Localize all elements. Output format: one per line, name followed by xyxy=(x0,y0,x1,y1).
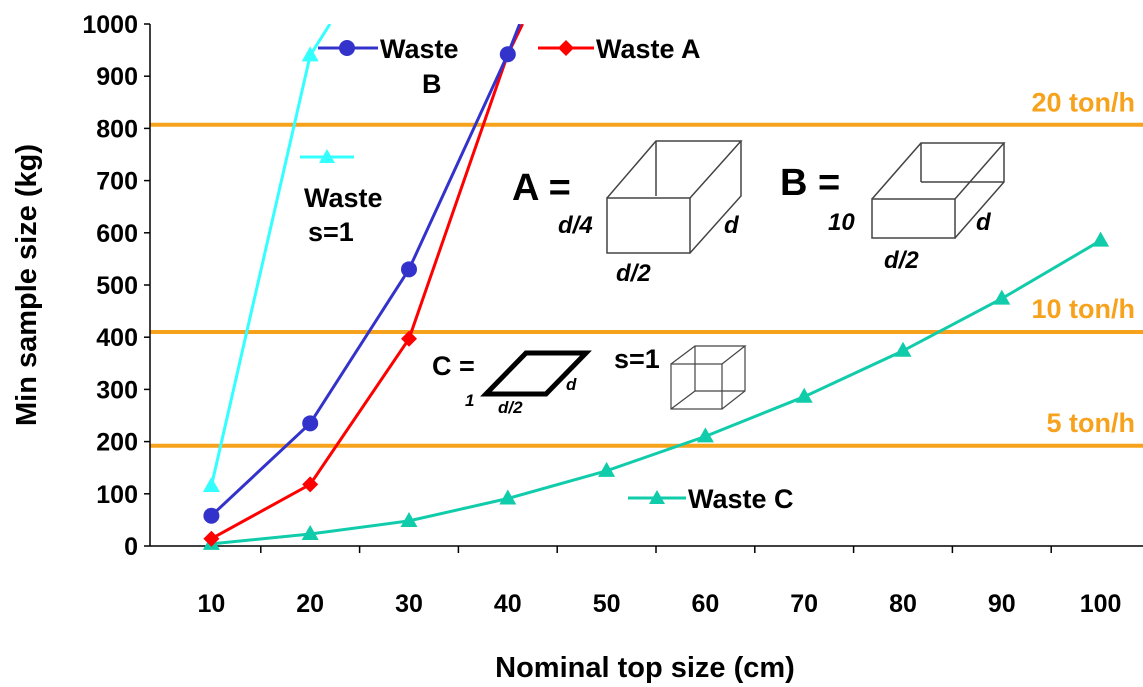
annotation-shape-a: A = d/4 d d/2 xyxy=(512,140,743,287)
legend-waste-s1-label-2: s=1 xyxy=(308,217,354,247)
reference-labels: 20 ton/h 10 ton/h 5 ton/h xyxy=(1031,88,1135,438)
shape-b-right: d xyxy=(976,209,992,236)
annotation-shape-s: s=1 xyxy=(614,344,747,410)
reference-line-label: 5 ton/h xyxy=(1047,408,1136,438)
x-axis-title: Nominal top size (cm) xyxy=(495,652,795,684)
data-point xyxy=(598,461,616,477)
shape-b-letter: B = xyxy=(780,162,840,204)
shape-a-left: d/4 xyxy=(558,212,593,239)
x-tick-label: 20 xyxy=(296,590,324,618)
x-tick-label: 80 xyxy=(889,590,917,618)
legend-waste-b: Waste B xyxy=(318,34,459,99)
axes: 0 100 200 300 400 500 600 700 800 900 1000 10 20 30 40… xyxy=(82,11,1143,618)
series-layer xyxy=(202,24,1110,550)
legend-waste-s1-label-1: Waste xyxy=(304,183,383,213)
data-point xyxy=(499,46,516,63)
reference-lines xyxy=(150,122,1143,448)
data-point xyxy=(993,289,1011,305)
shape-c-bottom: d/2 xyxy=(498,398,523,417)
x-tick-label: 10 xyxy=(197,590,225,618)
data-point xyxy=(400,511,418,527)
legend-waste-s1: Waste s=1 xyxy=(300,149,383,247)
data-point xyxy=(696,427,714,443)
data-point xyxy=(203,530,220,547)
cube-icon xyxy=(670,345,747,410)
y-tick-label: 1000 xyxy=(82,11,138,39)
shape-c-right: d xyxy=(566,375,577,394)
shape-s-label: s=1 xyxy=(614,344,660,374)
box-b-icon xyxy=(871,142,1006,239)
shape-a-letter: A = xyxy=(512,167,571,209)
y-tick-label: 500 xyxy=(96,272,138,300)
x-tick-label: 30 xyxy=(395,590,423,618)
data-point xyxy=(894,341,912,357)
legend-waste-a-label: Waste A xyxy=(596,34,701,64)
y-axis-title: Min sample size (kg) xyxy=(11,144,43,426)
y-tick-label: 200 xyxy=(96,429,138,457)
y-tick-label: 400 xyxy=(96,324,138,352)
shape-b-left: 10 xyxy=(828,209,855,236)
data-point xyxy=(302,476,319,493)
shape-c-letter: C = xyxy=(432,351,475,381)
plate-c-icon xyxy=(480,350,592,397)
shape-c-left: 1 xyxy=(465,391,474,410)
x-tick-label: 100 xyxy=(1080,590,1122,618)
shape-a-right: d xyxy=(724,212,740,239)
x-tick-label: 50 xyxy=(593,590,621,618)
data-point xyxy=(401,261,417,278)
x-tick-label: 40 xyxy=(494,590,522,618)
y-tick-label: 600 xyxy=(96,220,138,248)
y-tick-label: 900 xyxy=(96,63,138,91)
annotation-shape-b: B = 10 d d/2 xyxy=(780,142,1006,274)
data-point xyxy=(301,46,319,62)
y-tick-label: 0 xyxy=(124,533,138,561)
legend-waste-b-label-1: Waste xyxy=(380,34,459,64)
legend-waste-c: Waste C xyxy=(628,484,794,514)
legend-waste-c-label: Waste C xyxy=(688,484,794,514)
legend-waste-a: Waste A xyxy=(538,34,701,64)
shape-b-bottom: d/2 xyxy=(884,247,919,274)
reference-line-label: 20 ton/h xyxy=(1031,88,1135,118)
data-point xyxy=(302,415,319,432)
data-point xyxy=(401,330,417,347)
legend-waste-b-label-2: B xyxy=(422,69,442,99)
y-tick-label: 700 xyxy=(96,168,138,196)
x-tick-label: 70 xyxy=(790,590,818,618)
data-point xyxy=(1092,231,1110,247)
reference-line-label: 10 ton/h xyxy=(1031,294,1135,324)
series-line-waste-b xyxy=(210,24,522,517)
data-point xyxy=(499,489,517,505)
series-line-waste-c xyxy=(211,239,1102,546)
shape-a-bottom: d/2 xyxy=(616,260,651,287)
annotation-shape-c: C = 1 d d/2 xyxy=(432,350,592,417)
x-tick-label: 90 xyxy=(988,590,1016,618)
y-tick-label: 800 xyxy=(96,115,138,143)
y-tick-label: 100 xyxy=(96,481,138,509)
x-tick-label: 60 xyxy=(691,590,719,618)
data-point xyxy=(202,476,220,492)
data-point xyxy=(795,387,813,403)
y-tick-label: 300 xyxy=(96,376,138,404)
data-point xyxy=(203,507,220,524)
data-point xyxy=(301,524,319,540)
box-a-icon xyxy=(606,140,743,254)
